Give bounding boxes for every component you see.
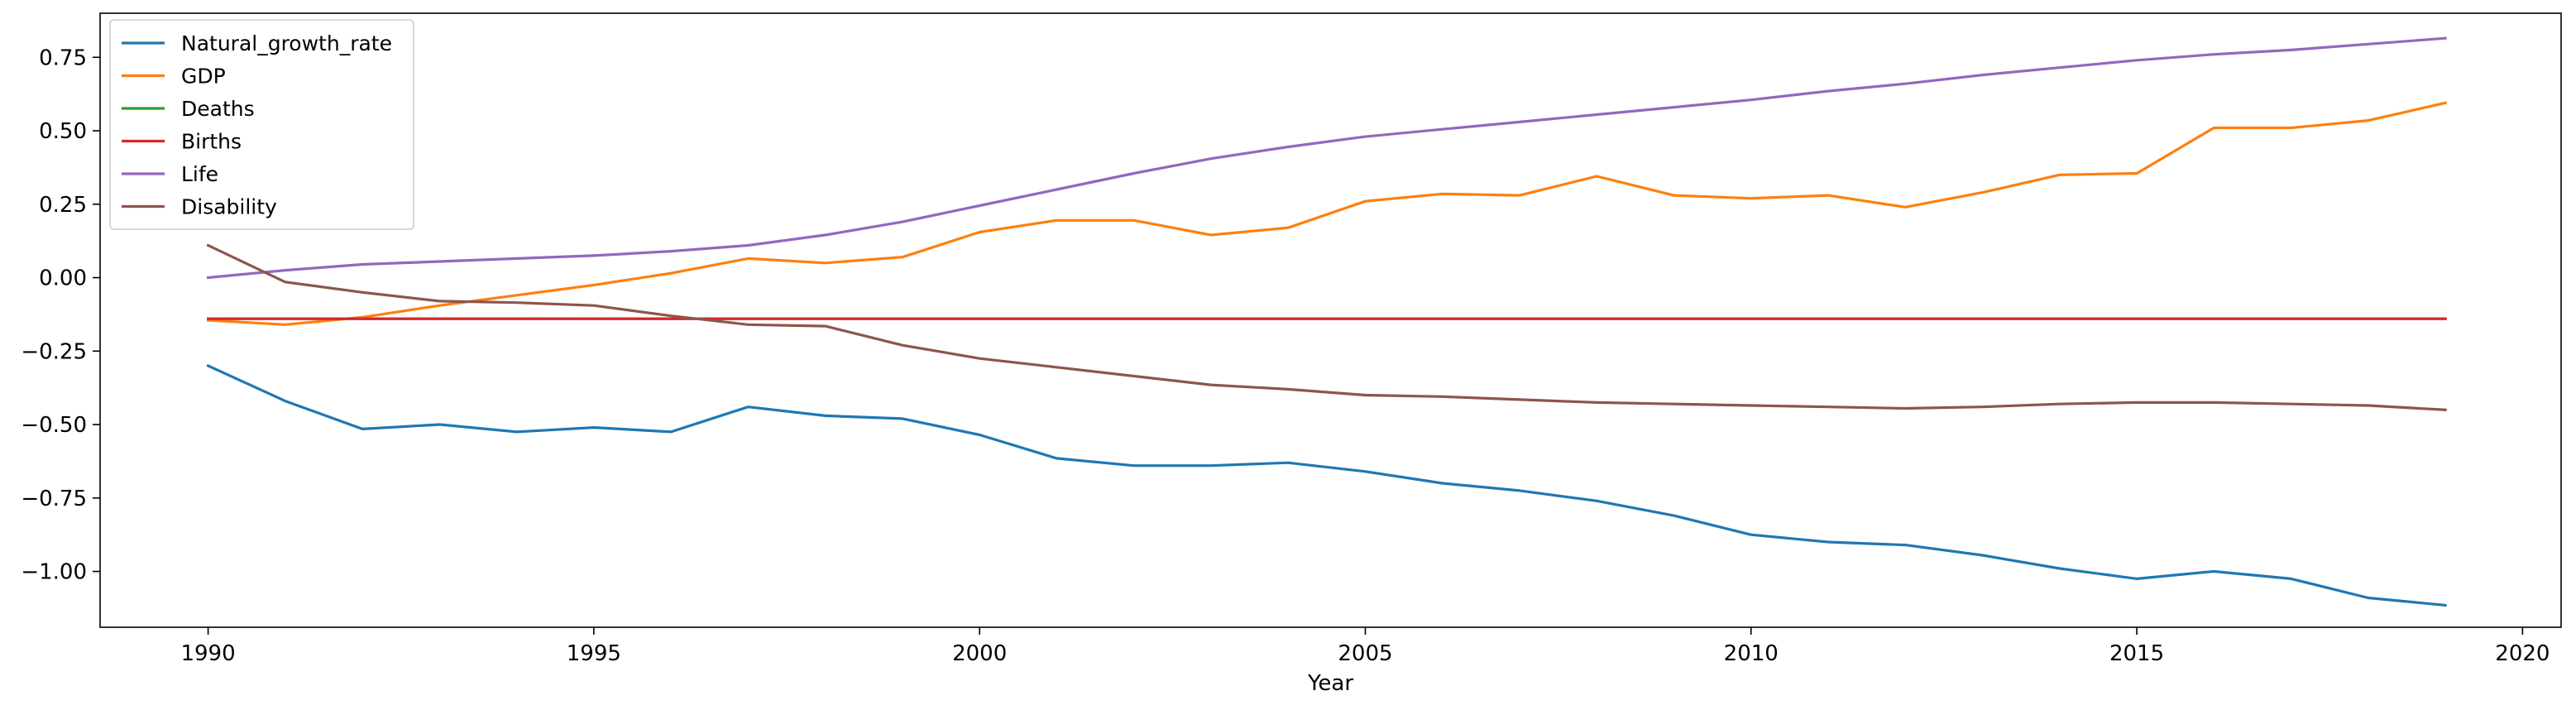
legend-label-life: Life (181, 162, 218, 186)
legend-label-gdp: GDP (181, 65, 226, 89)
y-tick-label: −0.75 (21, 487, 87, 511)
plot-frame (99, 12, 2562, 628)
legend-label-deaths: Deaths (181, 97, 255, 121)
y-tick-label: −0.50 (21, 413, 87, 438)
y-tick-label: 0.00 (39, 266, 87, 291)
x-tick-label: 2010 (1724, 641, 1779, 666)
legend-label-disability: Disability (181, 195, 277, 219)
series-line-life (206, 36, 2447, 280)
y-tick-label: 0.25 (39, 193, 87, 218)
axes-layer: 1990 1995 2000 2005 2010 2015 2020 −1.00 −0.75 −0… (21, 12, 2562, 666)
series-layer (206, 36, 2448, 607)
x-axis-label: Year (1307, 671, 1353, 696)
legend-box (109, 19, 414, 230)
legend-label-natural-growth-rate: Natural_growth_rate (181, 31, 392, 55)
series-line-gdp (206, 101, 2448, 326)
x-tick-label: 1995 (567, 641, 621, 666)
y-tick-label: −1.00 (21, 560, 87, 585)
x-tick-label: 2005 (1338, 641, 1392, 666)
legend: Natural_growth_rate GDP Deaths Births Life Di… (109, 19, 414, 230)
y-tick-label: 0.75 (39, 46, 87, 70)
y-tick-label: −0.25 (21, 339, 87, 364)
series-line-natural-growth-rate (206, 363, 2447, 607)
legend-label-births: Births (181, 130, 242, 154)
series-line-disability (206, 243, 2447, 411)
x-tick-label: 2000 (952, 641, 1007, 666)
x-tick-label: 2015 (2109, 641, 2164, 666)
y-tick-label: 0.50 (39, 119, 87, 144)
x-tick-label: 1990 (180, 641, 235, 666)
x-tick-label: 2020 (2495, 641, 2550, 666)
